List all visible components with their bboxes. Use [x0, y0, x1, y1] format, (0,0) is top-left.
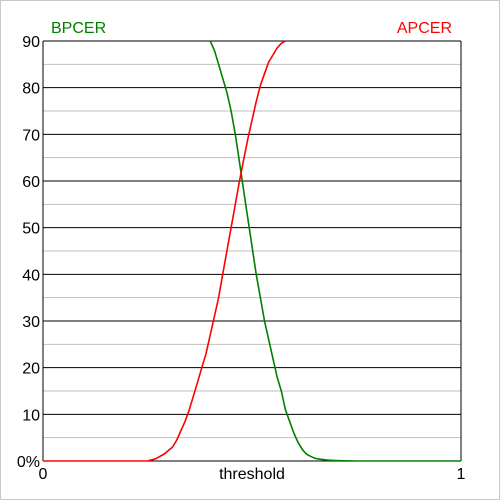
y-tick-label: 0% — [17, 454, 40, 471]
series-line-apcer — [43, 41, 286, 461]
x-axis-title: threshold — [219, 466, 285, 483]
series-layer — [43, 41, 461, 461]
y-tick-label: 60 — [22, 174, 40, 191]
series-line-bpcer — [209, 41, 461, 461]
x-tick-label: 1 — [457, 466, 466, 483]
legend-label-apcer: APCER — [397, 20, 452, 37]
y-tick-label: 30 — [22, 314, 40, 331]
y-tick-label: 40 — [22, 267, 40, 284]
y-tick-label: 20 — [22, 361, 40, 378]
y-tick-label: 50 — [22, 221, 40, 238]
y-tick-label: 10 — [22, 407, 40, 424]
tick-labels: 0% 10 20 30 40 50 60 70 80 90 0 1 — [17, 34, 466, 483]
y-tick-label: 80 — [22, 81, 40, 98]
grid-layer — [42, 40, 462, 462]
legend: BPCER APCER — [51, 20, 452, 37]
y-tick-label: 70 — [22, 127, 40, 144]
legend-label-bpcer: BPCER — [51, 20, 106, 37]
x-tick-label: 0 — [39, 466, 48, 483]
y-tick-label: 90 — [22, 34, 40, 51]
